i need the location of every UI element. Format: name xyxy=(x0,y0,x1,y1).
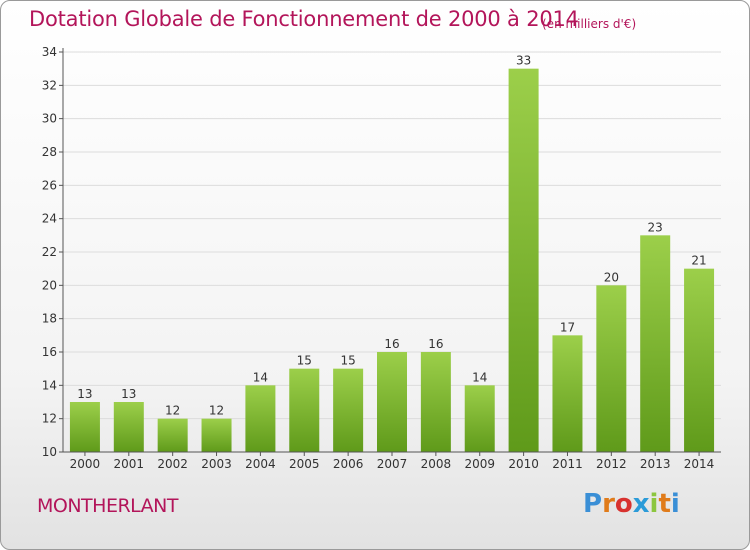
x-tick-label: 2014 xyxy=(684,457,715,471)
x-tick-label: 2006 xyxy=(333,457,364,471)
y-tick-label: 34 xyxy=(42,45,57,59)
bar xyxy=(420,352,451,452)
y-tick-label: 22 xyxy=(42,245,57,259)
x-tick-label: 2003 xyxy=(201,457,232,471)
chart-title: Dotation Globale de Fonctionnement de 20… xyxy=(29,7,579,31)
x-tick-label: 2000 xyxy=(70,457,101,471)
x-tick-label: 2002 xyxy=(157,457,188,471)
y-tick-label: 18 xyxy=(42,312,57,326)
data-label: 12 xyxy=(209,404,224,418)
bar xyxy=(464,385,495,452)
data-label: 16 xyxy=(428,337,443,351)
bar xyxy=(201,418,232,452)
bar xyxy=(157,418,188,452)
logo-letter: x xyxy=(632,489,650,519)
y-tick-label: 24 xyxy=(42,212,57,226)
y-tick-label: 14 xyxy=(42,378,57,392)
x-tick-label: 2011 xyxy=(552,457,583,471)
logo-letter: i xyxy=(649,489,659,519)
data-label: 14 xyxy=(253,370,268,384)
y-tick-label: 28 xyxy=(42,145,57,159)
data-label: 23 xyxy=(648,220,663,234)
bars: 13 13 12 12 14 15 15 16 16 14 33 17 20 23 21 xyxy=(69,54,715,453)
data-label: 12 xyxy=(165,404,180,418)
bar xyxy=(640,235,671,452)
data-label: 33 xyxy=(516,54,531,68)
x-tick-label: 2005 xyxy=(289,457,320,471)
logo-letter: o xyxy=(614,489,633,519)
logo-letter: i xyxy=(670,489,680,519)
x-tick-label: 2009 xyxy=(464,457,495,471)
data-label: 14 xyxy=(472,370,487,384)
bar xyxy=(245,385,276,452)
bar xyxy=(552,335,583,452)
logo-letter: P xyxy=(583,489,603,519)
bar xyxy=(377,352,407,452)
bar xyxy=(333,368,364,452)
bar xyxy=(289,368,320,452)
data-label: 21 xyxy=(691,254,706,268)
y-tick-label: 12 xyxy=(42,412,57,426)
data-label: 13 xyxy=(121,387,136,401)
proxiti-logo[interactable]: Proxiti xyxy=(583,489,680,519)
data-label: 17 xyxy=(560,320,575,334)
y-tick-label: 10 xyxy=(42,445,57,459)
logo-letter: r xyxy=(602,489,615,519)
data-label: 13 xyxy=(77,387,92,401)
bar xyxy=(69,402,100,452)
commune-name: MONTHERLANT xyxy=(37,495,179,517)
data-label: 15 xyxy=(340,354,355,368)
bar xyxy=(596,285,627,452)
bar xyxy=(684,268,715,452)
x-tick-label: 2001 xyxy=(114,457,145,471)
y-tick-label: 20 xyxy=(42,278,57,292)
unit-note: (en milliers d'€) xyxy=(542,17,637,31)
x-tick-label: 2012 xyxy=(596,457,627,471)
y-tick-label: 32 xyxy=(42,78,57,92)
y-tick-label: 26 xyxy=(42,178,57,192)
bar xyxy=(508,68,539,453)
x-tick-label: 2013 xyxy=(640,457,671,471)
y-tick-label: 30 xyxy=(42,112,57,126)
data-label: 20 xyxy=(604,270,619,284)
y-tick-label: 16 xyxy=(42,345,57,359)
x-tick-label: 2010 xyxy=(508,457,539,471)
axes: 10 12 14 16 18 20 22 24 26 28 30 32 34 2000 2001 2002 20… xyxy=(42,45,721,471)
data-label: 16 xyxy=(384,337,399,351)
bar xyxy=(113,402,144,452)
logo-letter: t xyxy=(658,489,671,519)
x-tick-label: 2004 xyxy=(245,457,276,471)
x-tick-label: 2008 xyxy=(421,457,452,471)
data-label: 15 xyxy=(297,354,312,368)
x-tick-label: 2007 xyxy=(377,457,408,471)
